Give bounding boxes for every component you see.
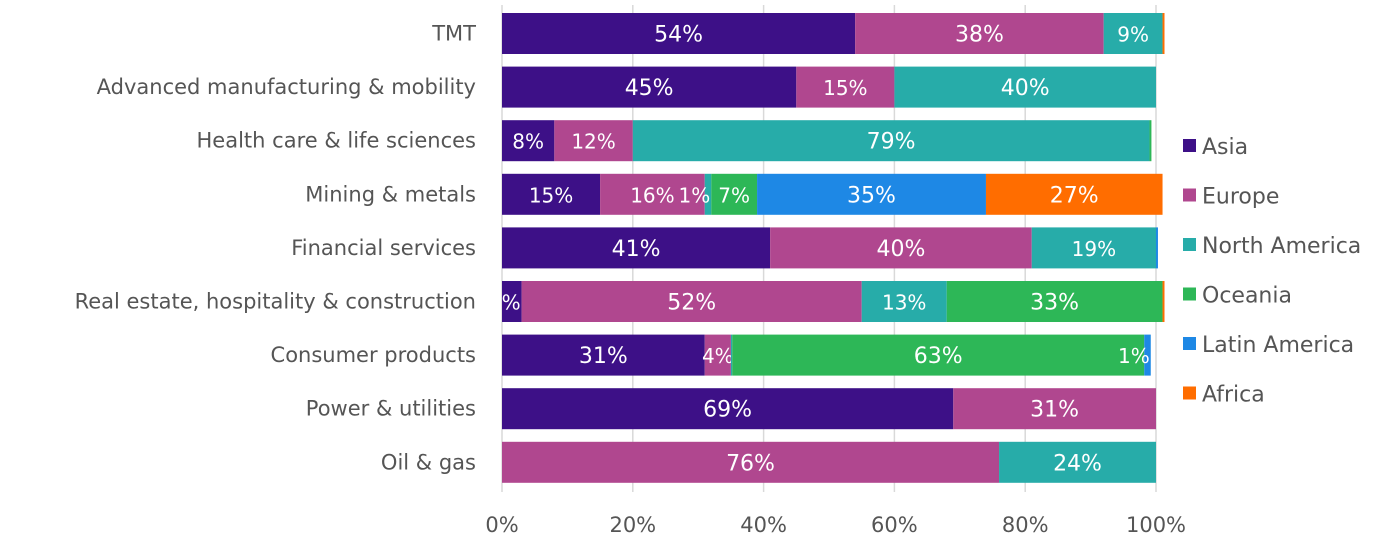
bar-segment	[1162, 281, 1165, 322]
x-tick-label: 20%	[609, 513, 656, 537]
x-tick-label: 100%	[1126, 513, 1186, 537]
bar-segment	[600, 173, 705, 215]
bar-segment	[894, 66, 1156, 108]
data-label: 69%	[703, 398, 752, 423]
x-tick-label: 60%	[871, 513, 918, 537]
bar-segment	[985, 173, 1163, 215]
data-label: 40%	[876, 237, 925, 262]
data-label: 27%	[1050, 183, 1099, 208]
legend-label: North America	[1202, 234, 1361, 259]
bar-segment	[861, 281, 947, 322]
bar-segment	[502, 173, 601, 215]
category-label: Power & utilities	[306, 397, 476, 421]
bar-segment	[770, 227, 1032, 269]
data-label: 15%	[529, 183, 573, 207]
data-label: 35%	[847, 183, 896, 208]
legend-label: Europe	[1202, 185, 1279, 210]
legend-label: Latin America	[1202, 333, 1354, 358]
data-label: 31%	[1030, 398, 1079, 423]
data-label: 16%	[630, 183, 674, 207]
x-tick-label: 0%	[485, 513, 518, 537]
data-label: 12%	[571, 130, 615, 154]
legend-label: Oceania	[1202, 284, 1292, 309]
bar-segment	[1162, 13, 1165, 54]
data-label: 4%	[702, 344, 734, 368]
bar-segment	[502, 281, 522, 322]
bar-segment	[732, 334, 1145, 376]
data-label: 1%	[679, 183, 711, 207]
legend-swatch	[1183, 337, 1196, 350]
bar-segment	[502, 441, 1000, 483]
category-label: Health care & life sciences	[197, 129, 476, 153]
data-label: 33%	[1030, 291, 1079, 316]
legend-swatch	[1183, 238, 1196, 251]
bar-segment	[946, 281, 1163, 322]
data-label: 79%	[867, 130, 916, 155]
bar-segment	[521, 281, 862, 322]
data-label: 52%	[667, 291, 716, 316]
category-label: Financial services	[291, 236, 476, 260]
data-label: 45%	[625, 76, 674, 101]
legend-swatch	[1183, 386, 1196, 400]
bar-segment	[711, 173, 758, 215]
bar-segment	[502, 334, 705, 376]
bar-segment	[757, 173, 986, 215]
bar-segment	[1103, 13, 1163, 54]
bar-segment	[730, 334, 733, 376]
bar-segment	[1031, 227, 1156, 269]
data-label: 1%	[1118, 344, 1150, 368]
data-label: 76%	[726, 451, 775, 476]
bar-segment	[1149, 120, 1152, 162]
bar-segment	[632, 120, 1150, 162]
category-label: Oil & gas	[381, 450, 476, 474]
bar-segment	[554, 120, 633, 162]
bar-segment	[704, 334, 731, 376]
legend-swatch	[1183, 188, 1196, 202]
bar-segment	[502, 227, 771, 269]
category-label: Advanced manufacturing & mobility	[97, 75, 476, 99]
bar-segment	[502, 388, 954, 430]
data-label: 7%	[718, 183, 750, 207]
x-tick-label: 40%	[740, 513, 787, 537]
legend-label: Asia	[1202, 135, 1248, 160]
legend-swatch	[1183, 287, 1196, 301]
data-label: 40%	[1001, 76, 1050, 101]
bar-segment	[704, 173, 712, 215]
data-label: 41%	[612, 237, 661, 262]
data-label: 38%	[955, 23, 1004, 48]
bar-segment	[796, 66, 895, 108]
data-label: 63%	[914, 344, 963, 369]
legend-swatch	[1183, 139, 1196, 152]
data-label: 31%	[579, 344, 628, 369]
bar-segment	[502, 66, 797, 108]
legend-label: Africa	[1202, 383, 1265, 408]
data-label: 15%	[823, 76, 867, 100]
bar-segment	[953, 388, 1156, 430]
data-label: 19%	[1072, 237, 1116, 261]
x-tick-label: 80%	[1002, 513, 1049, 537]
bar-segment	[502, 120, 555, 162]
bar-segment	[502, 13, 856, 54]
category-label: Consumer products	[271, 343, 476, 367]
bar-segment	[1156, 227, 1158, 269]
data-label: 3%	[489, 291, 521, 315]
data-label: 24%	[1053, 451, 1102, 476]
category-label: TMT	[431, 22, 476, 46]
bar-segment	[1144, 334, 1151, 376]
bar-segment	[855, 13, 1104, 54]
data-label: 8%	[512, 130, 544, 154]
bar-segment	[999, 441, 1156, 483]
data-label: 54%	[654, 23, 703, 48]
data-label: 9%	[1117, 23, 1149, 47]
data-label: 13%	[882, 291, 926, 315]
category-label: Mining & metals	[305, 182, 476, 206]
category-label: Real estate, hospitality & construction	[75, 290, 476, 314]
